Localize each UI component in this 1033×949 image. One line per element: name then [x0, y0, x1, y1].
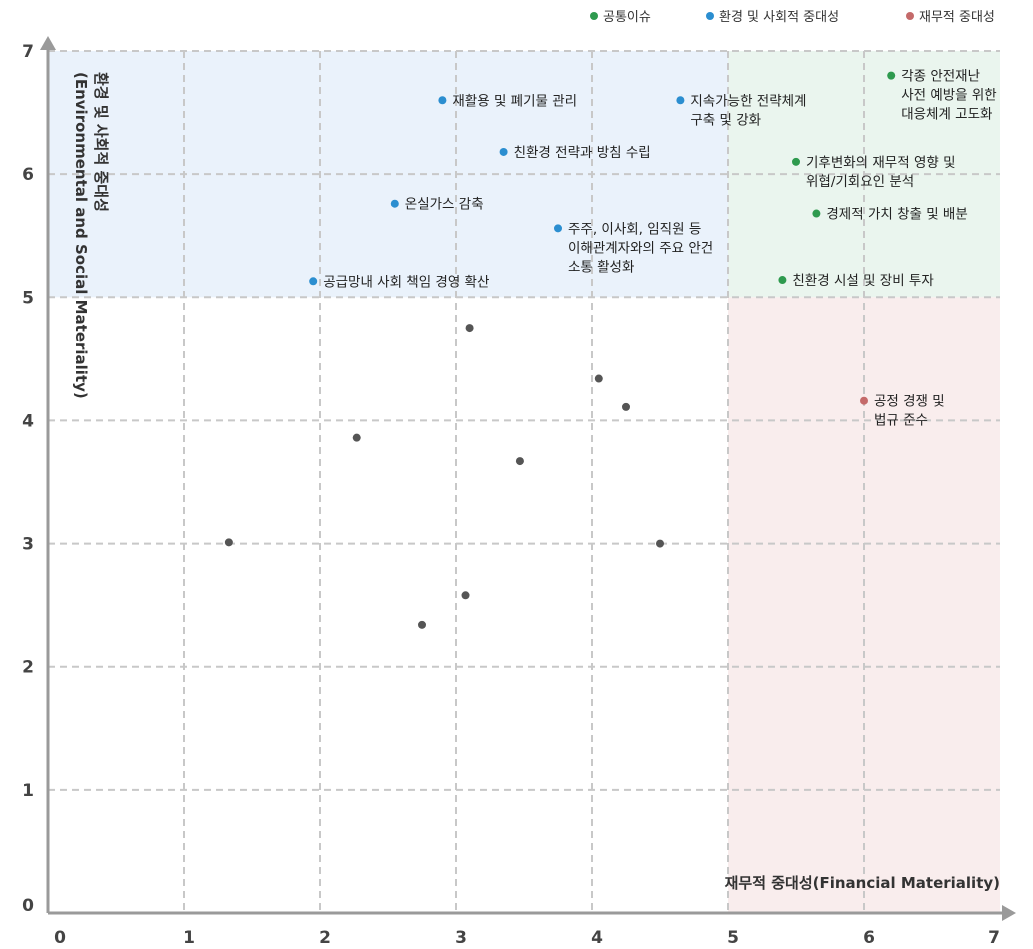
data-point — [390, 199, 399, 208]
x-tick-label: 2 — [319, 928, 331, 948]
point-label: 공정 경쟁 및 — [874, 394, 945, 410]
point-label: 대응체계 고도화 — [901, 107, 992, 123]
y-axis-label: 환경 및 사회적 중대성 (Environmental and Social M… — [72, 72, 110, 399]
data-point — [887, 71, 896, 80]
legend-entry: 공통이슈 — [603, 10, 651, 25]
point-label: 법규 준수 — [874, 413, 928, 429]
y-tick-label: 4 — [22, 411, 34, 431]
point-label: 재활용 및 폐기물 관리 — [452, 93, 577, 109]
data-point — [461, 591, 470, 600]
legend-marker — [906, 12, 914, 20]
point-label: 친환경 시설 및 장비 투자 — [792, 273, 934, 289]
data-point — [309, 277, 318, 286]
point-label: 주주, 이사회, 임직원 등 — [568, 221, 701, 237]
point-label: 이해관계자와의 주요 안건 — [568, 240, 713, 256]
legend-marker — [590, 12, 598, 20]
legend: 공통이슈 환경 및 사회적 중대성 재무적 중대성 — [590, 10, 995, 25]
x-tick-label: 5 — [727, 928, 739, 948]
data-point — [465, 324, 474, 333]
y-tick-label: 1 — [22, 781, 34, 801]
data-point — [224, 538, 233, 547]
y-tick-label: 2 — [22, 658, 34, 678]
data-point — [352, 433, 361, 442]
data-point — [812, 209, 821, 218]
y-tick-label: 7 — [22, 42, 34, 62]
data-point — [860, 396, 868, 405]
point-label: 위협/기회요인 분석 — [806, 174, 914, 190]
data-point — [594, 374, 603, 383]
grid-lines — [48, 50, 1000, 913]
point-label: 각종 안전재난 — [901, 69, 980, 85]
data-point — [438, 96, 447, 105]
x-tick-label: 0 — [54, 928, 66, 948]
y-axis-arrow — [40, 36, 56, 50]
data-point — [499, 147, 508, 156]
data-point — [778, 276, 787, 285]
data-point — [515, 457, 524, 466]
point-label: 친환경 전략과 방침 수립 — [514, 145, 651, 161]
data-point — [554, 224, 562, 233]
data-point — [676, 96, 685, 105]
legend-entry: 환경 및 사회적 중대성 — [719, 10, 839, 25]
point-label: 지속가능한 전략체계 — [690, 93, 806, 109]
point-label: 구축 및 강화 — [690, 112, 761, 128]
x-tick-label: 7 — [988, 928, 1000, 948]
data-point — [622, 402, 630, 411]
point-label: 공급망내 사회 책임 경영 확산 — [323, 274, 489, 290]
x-tick-label: 6 — [863, 928, 875, 948]
x-tick-label: 1 — [183, 928, 195, 948]
y-tick-label: 0 — [22, 896, 34, 916]
data-point — [792, 157, 800, 166]
y-tick-label: 3 — [22, 535, 34, 555]
x-axis-arrow — [1002, 905, 1016, 921]
point-label: 기후변화의 재무적 영향 및 — [806, 155, 956, 171]
data-point — [418, 620, 426, 629]
legend-entry: 재무적 중대성 — [919, 10, 995, 25]
x-axis-label: 재무적 중대성(Financial Materiality) — [725, 874, 1000, 892]
y-tick-label: 5 — [22, 288, 34, 308]
axes — [40, 36, 1016, 921]
tick-labels: 0 1 2 3 4 5 6 7 0 1 2 3 4 5 6 7 — [22, 42, 1000, 948]
point-label: 온실가스 감축 — [405, 197, 484, 213]
point-label: 소통 활성화 — [568, 259, 634, 275]
y-axis-label-line1: 환경 및 사회적 중대성 — [92, 72, 110, 212]
legend-marker — [706, 12, 714, 20]
y-axis-label-line2: (Environmental and Social Materiality) — [72, 72, 90, 399]
x-tick-label: 3 — [455, 928, 467, 948]
point-label: 경제적 가치 창출 및 배분 — [826, 207, 967, 223]
data-point — [656, 539, 664, 548]
y-tick-label: 6 — [22, 165, 34, 185]
point-label: 사전 예방을 위한 — [901, 88, 997, 104]
x-tick-label: 4 — [591, 928, 603, 948]
